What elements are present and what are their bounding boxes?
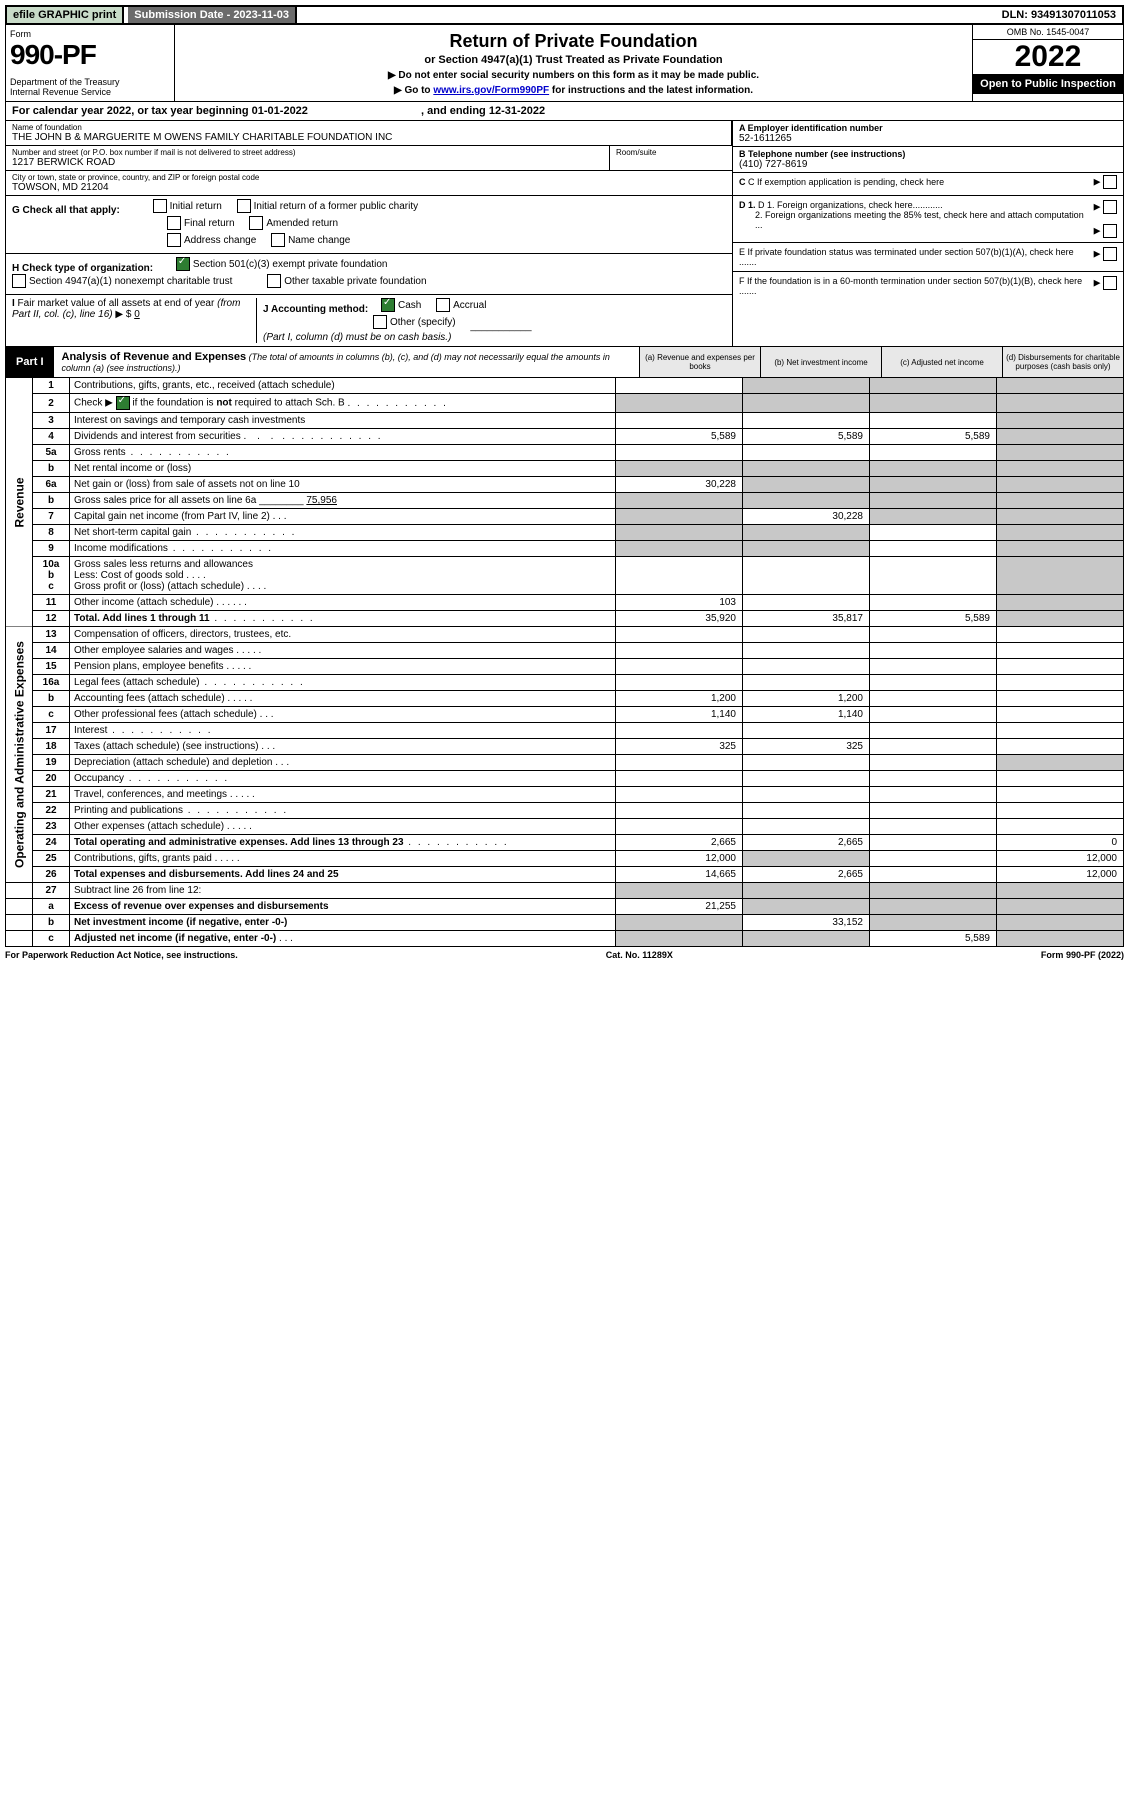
instruction-2: ▶ Go to www.irs.gov/Form990PF for instru…: [179, 85, 968, 96]
part1-header: Part I Analysis of Revenue and Expenses …: [5, 347, 1124, 378]
h-other-checkbox[interactable]: [267, 274, 281, 288]
f-label: F If the foundation is in a 60-month ter…: [739, 276, 1090, 296]
g-initial-checkbox[interactable]: [153, 199, 167, 213]
h-501c3-checkbox[interactable]: [176, 257, 190, 271]
foundation-name: THE JOHN B & MARGUERITE M OWENS FAMILY C…: [12, 132, 725, 143]
j-note: (Part I, column (d) must be on cash basi…: [263, 332, 451, 343]
g-amended-checkbox[interactable]: [249, 216, 263, 230]
address-value: 1217 BERWICK ROAD: [12, 157, 603, 168]
efile-print-button[interactable]: efile GRAPHIC print: [7, 7, 124, 23]
e-label: E If private foundation status was termi…: [739, 247, 1090, 267]
omb-number: OMB No. 1545-0047: [973, 25, 1123, 40]
foundation-name-label: Name of foundation: [12, 123, 725, 132]
g-final-checkbox[interactable]: [167, 216, 181, 230]
tax-year: 2022: [973, 40, 1123, 74]
part1-table: Revenue 1Contributions, gifts, grants, e…: [5, 378, 1124, 947]
phone-label: B Telephone number (see instructions): [739, 149, 1117, 159]
f-checkbox[interactable]: [1103, 276, 1117, 290]
form-label: Form: [10, 29, 170, 39]
section-ghij: G Check all that apply: Initial return I…: [5, 196, 1124, 347]
footer-left: For Paperwork Reduction Act Notice, see …: [5, 950, 238, 960]
c-checkbox[interactable]: [1103, 175, 1117, 189]
revenue-side-label: Revenue: [6, 378, 33, 627]
ein-label: A Employer identification number: [739, 123, 1117, 133]
col-d-header: (d) Disbursements for charitable purpose…: [1002, 347, 1123, 377]
e-checkbox[interactable]: [1103, 247, 1117, 261]
i-label: I Fair market value of all assets at end…: [12, 298, 240, 320]
city-label: City or town, state or province, country…: [12, 173, 726, 182]
phone-value: (410) 727-8619: [739, 159, 1117, 170]
h-4947-checkbox[interactable]: [12, 274, 26, 288]
expenses-side-label: Operating and Administrative Expenses: [6, 627, 33, 883]
dept-label: Department of the Treasury Internal Reve…: [10, 77, 170, 97]
g-label: G Check all that apply:: [12, 205, 120, 216]
city-value: TOWSON, MD 21204: [12, 182, 726, 193]
g-name-checkbox[interactable]: [271, 233, 285, 247]
j-cash-checkbox[interactable]: [381, 298, 395, 312]
i-value: 0: [134, 309, 140, 320]
g-initial-public-checkbox[interactable]: [237, 199, 251, 213]
j-accrual-checkbox[interactable]: [436, 298, 450, 312]
col-c-header: (c) Adjusted net income: [881, 347, 1002, 377]
d1-label: D 1. D 1. Foreign organizations, check h…: [739, 200, 1090, 210]
j-other-checkbox[interactable]: [373, 315, 387, 329]
footer-mid: Cat. No. 11289X: [606, 950, 673, 960]
d1-checkbox[interactable]: [1103, 200, 1117, 214]
part1-label: Part I: [6, 347, 54, 377]
form990pf-link[interactable]: www.irs.gov/Form990PF: [433, 85, 549, 96]
ein-value: 52-1611265: [739, 133, 1117, 144]
form-title: Return of Private Foundation: [179, 31, 968, 52]
page-footer: For Paperwork Reduction Act Notice, see …: [5, 947, 1124, 963]
form-number: 990-PF: [10, 39, 170, 71]
address-label: Number and street (or P.O. box number if…: [12, 148, 603, 157]
instruction-1: ▶ Do not enter social security numbers o…: [179, 70, 968, 81]
part1-title: Analysis of Revenue and Expenses: [62, 351, 247, 363]
dln-label: DLN: 93491307011053: [996, 7, 1122, 23]
j-label: J Accounting method:: [263, 304, 368, 315]
submission-date: Submission Date - 2023-11-03: [128, 7, 297, 23]
h-label: H Check type of organization:: [12, 263, 153, 274]
calendar-year-row: For calendar year 2022, or tax year begi…: [5, 102, 1124, 121]
c-label: C C If exemption application is pending,…: [739, 177, 944, 187]
open-public-badge: Open to Public Inspection: [973, 74, 1123, 94]
d2-label: 2. Foreign organizations meeting the 85%…: [739, 210, 1090, 230]
line2-checkbox[interactable]: [116, 396, 130, 410]
footer-right: Form 990-PF (2022): [1041, 950, 1124, 960]
g-address-checkbox[interactable]: [167, 233, 181, 247]
entity-block: Name of foundation THE JOHN B & MARGUERI…: [5, 121, 1124, 196]
form-subtitle: or Section 4947(a)(1) Trust Treated as P…: [179, 54, 968, 66]
form-header: Form 990-PF Department of the Treasury I…: [5, 25, 1124, 102]
room-label: Room/suite: [616, 148, 726, 157]
d2-checkbox[interactable]: [1103, 224, 1117, 238]
col-a-header: (a) Revenue and expenses per books: [639, 347, 760, 377]
col-b-header: (b) Net investment income: [760, 347, 881, 377]
top-bar: efile GRAPHIC print Submission Date - 20…: [5, 5, 1124, 25]
